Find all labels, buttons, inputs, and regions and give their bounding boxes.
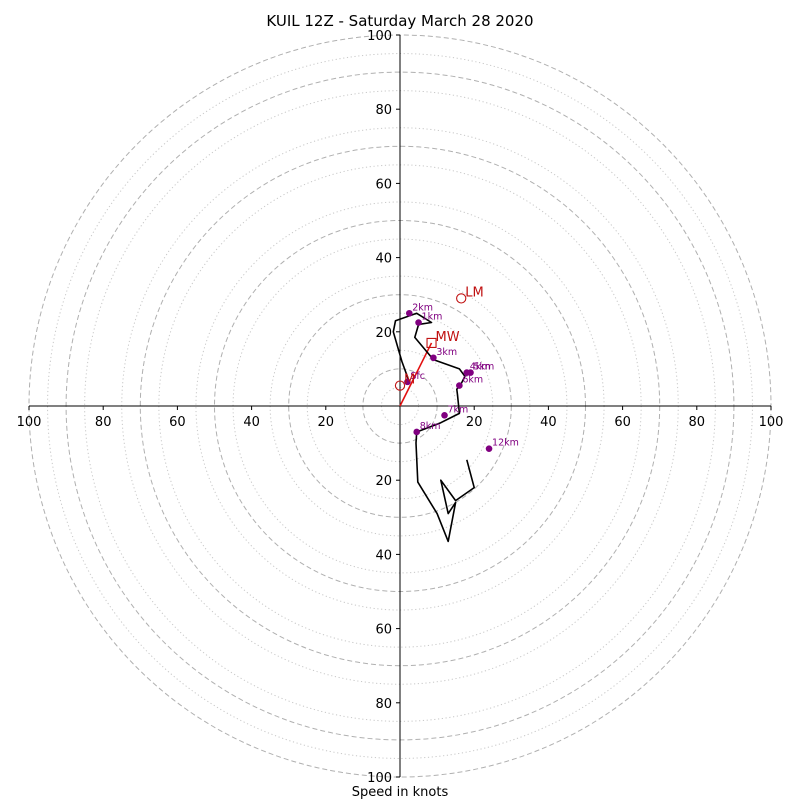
height-marker-8km: [413, 428, 420, 436]
storm-motion-marker-LM: [456, 293, 467, 304]
x-tick-label: 80: [95, 415, 112, 430]
height-label-3km: 3km: [436, 347, 457, 358]
height-marker-1km: [415, 319, 422, 326]
height-marker-5km: [467, 369, 474, 376]
height-marker-2km: [405, 309, 413, 317]
storm-motion-marker-RM: [394, 380, 406, 391]
storm-motion-marker-MW: [426, 337, 437, 348]
height-label-4km: 4km: [470, 362, 491, 373]
height-label-1km: 1km: [422, 312, 443, 323]
x-tick-label: 60: [169, 415, 186, 430]
height-marker-3km: [430, 354, 437, 362]
y-tick-label: 40: [375, 252, 392, 267]
x-axis-label: Speed in knots: [352, 785, 449, 800]
storm-motion-label-LM: LM: [465, 285, 483, 300]
height-label-8km: 8km: [420, 421, 441, 432]
x-tick-label: 40: [540, 415, 557, 430]
x-tick-label: 40: [243, 415, 260, 430]
y-tick-label: 100: [367, 771, 392, 786]
height-label-Sfc: Sfc: [410, 371, 425, 382]
height-label-5km: 5km: [473, 362, 494, 373]
y-tick-label: 60: [375, 177, 392, 192]
x-tick-label: 20: [318, 415, 335, 430]
storm-vectors: [399, 342, 433, 407]
height-label-6km: 6km: [462, 375, 483, 386]
height-marker-7km: [441, 411, 448, 419]
height-label-2km: 2km: [412, 302, 433, 313]
x-tick-label: 60: [614, 415, 631, 430]
y-tick-label: 100: [367, 29, 392, 44]
y-tick-label: 80: [375, 697, 392, 712]
height-marker-Sfc: [404, 378, 411, 386]
height-label-12km: 12km: [492, 438, 519, 449]
x-tick-label: 80: [689, 415, 706, 430]
height-marker-6km: [456, 382, 463, 389]
height-label-7km: 7km: [448, 404, 469, 415]
y-tick-label: 20: [375, 326, 392, 341]
x-tick-label: 100: [17, 415, 42, 430]
x-tick-label: 100: [759, 415, 784, 430]
y-tick-label: 80: [375, 103, 392, 118]
storm-motion-markers: LM MW M: [394, 285, 484, 391]
chart-title: KUIL 12Z - Saturday March 28 2020: [266, 12, 533, 30]
tick-labels: 100 80 60 40 20 20 40 60 80 100 100 80 60 40 20 20 40 60 8…: [17, 29, 784, 786]
y-tick-label: 60: [375, 623, 392, 638]
storm-motion-label-MW: MW: [436, 330, 460, 345]
hodograph-trace-group: [392, 312, 476, 543]
shear-vector: [399, 342, 433, 407]
y-tick-label: 20: [375, 474, 392, 489]
hodograph-trace: [392, 312, 476, 543]
storm-motion-label-RM: M: [404, 373, 415, 388]
x-tick-label: 20: [466, 415, 483, 430]
height-marker-12km: [485, 445, 493, 452]
y-tick-label: 40: [375, 548, 392, 563]
